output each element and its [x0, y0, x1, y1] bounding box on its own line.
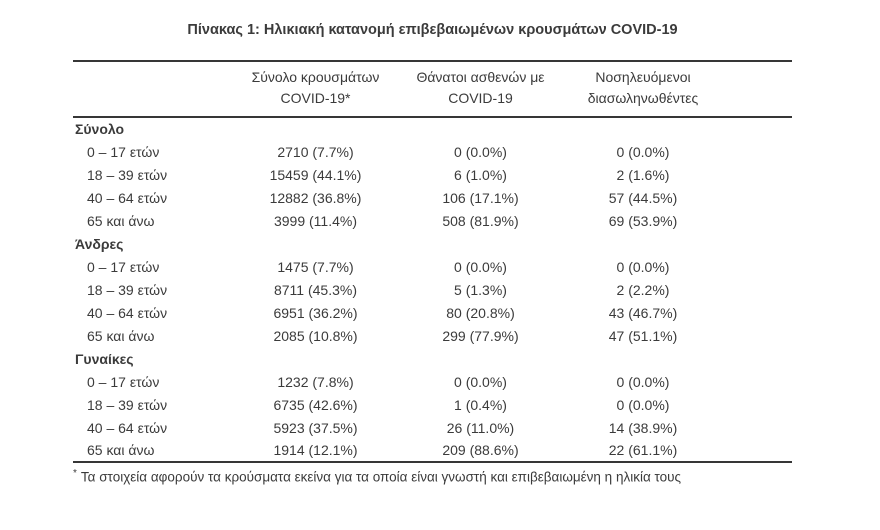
section-label-total: Σύνολο [75, 121, 125, 137]
section-row-women: Γυναίκες [73, 347, 792, 370]
intubated-cell: 2 (1.6%) [616, 166, 670, 183]
filler-cell [723, 140, 792, 163]
table-row: 0 – 17 ετών 1475 (7.7%) 0 (0.0%) 0 (0.0%… [73, 255, 792, 278]
table-row: 18 – 39 ετών 6735 (42.6%) 1 (0.4%) 0 (0.… [73, 393, 792, 416]
cases-cell: 1475 (7.7%) [277, 258, 354, 275]
intubated-cell: 43 (46.7%) [608, 304, 678, 321]
cases-cell: 6951 (36.2%) [273, 304, 358, 321]
age-group-label: 40 – 64 ετών [87, 189, 168, 206]
deaths-cell: 80 (20.8%) [446, 304, 515, 321]
covid-age-distribution-table: Σύνολο κρουσμάτων COVID-19* Θάνατοι ασθε… [73, 60, 792, 463]
deaths-cell: 1 (0.4%) [454, 396, 507, 413]
header-total-cases: Σύνολο κρουσμάτων COVID-19* [233, 61, 398, 118]
header-intubated-line2: διασωληνωθέντες [587, 90, 699, 106]
filler-cell [723, 186, 792, 209]
age-group-label: 40 – 64 ετών [87, 419, 168, 436]
age-group-label: 65 και άνω [87, 442, 155, 458]
table-row: 40 – 64 ετών 5923 (37.5%) 26 (11.0%) 14 … [73, 416, 792, 439]
intubated-cell: 57 (44.5%) [608, 189, 678, 206]
footnote: * Τα στοιχεία αφορούν τα κρούσματα εκείνα… [73, 468, 792, 485]
intubated-cell: 0 (0.0%) [616, 143, 670, 160]
table-row: 18 – 39 ετών 8711 (45.3%) 5 (1.3%) 2 (2.… [73, 278, 792, 301]
intubated-cell: 0 (0.0%) [616, 396, 670, 413]
filler-cell [723, 255, 792, 278]
table-row: 18 – 39 ετών 15459 (44.1%) 6 (1.0%) 2 (1… [73, 163, 792, 186]
deaths-cell: 299 (77.9%) [442, 327, 519, 344]
cases-cell: 15459 (44.1%) [269, 166, 362, 183]
header-intubated: Νοσηλευόμενοι διασωληνωθέντες [563, 61, 723, 118]
deaths-cell: 508 (81.9%) [442, 212, 519, 229]
table-row: 40 – 64 ετών 6951 (36.2%) 80 (20.8%) 43 … [73, 301, 792, 324]
intubated-cell: 22 (61.1%) [608, 442, 678, 458]
cases-cell: 1914 (12.1%) [273, 442, 358, 458]
filler-cell [723, 324, 792, 347]
age-group-label: 18 – 39 ετών [87, 281, 168, 298]
footnote-text: Τα στοιχεία αφορούν τα κρούσματα εκείνα … [80, 469, 682, 485]
age-group-label: 18 – 39 ετών [87, 396, 168, 413]
table-header: Σύνολο κρουσμάτων COVID-19* Θάνατοι ασθε… [73, 61, 792, 118]
header-filler-cell [723, 61, 792, 118]
header-deaths-line1: Θάνατοι ασθενών με [416, 69, 545, 85]
age-group-label: 0 – 17 ετών [87, 373, 160, 390]
table-row: 0 – 17 ετών 2710 (7.7%) 0 (0.0%) 0 (0.0%… [73, 140, 792, 163]
section-label-women: Γυναίκες [75, 350, 134, 367]
filler-cell [723, 209, 792, 232]
deaths-cell: 0 (0.0%) [454, 373, 507, 390]
intubated-cell: 14 (38.9%) [608, 419, 678, 436]
header-row: Σύνολο κρουσμάτων COVID-19* Θάνατοι ασθε… [73, 61, 792, 118]
deaths-cell: 209 (88.6%) [442, 442, 519, 458]
table-row: 65 και άνω 1914 (12.1%) 209 (88.6%) 22 (… [73, 439, 792, 462]
cases-cell: 3999 (11.4%) [273, 212, 357, 229]
age-group-label: 40 – 64 ετών [87, 304, 168, 321]
deaths-cell: 5 (1.3%) [454, 281, 507, 298]
intubated-cell: 69 (53.9%) [608, 212, 678, 229]
section-row-men: Άνδρες [73, 232, 792, 255]
section-label-men: Άνδρες [75, 235, 124, 252]
intubated-cell: 0 (0.0%) [616, 258, 670, 275]
deaths-cell: 106 (17.1%) [442, 189, 519, 206]
table-row: 65 και άνω 2085 (10.8%) 299 (77.9%) 47 (… [73, 324, 792, 347]
table-row: 0 – 17 ετών 1232 (7.8%) 0 (0.0%) 0 (0.0%… [73, 370, 792, 393]
table-title: Πίνακας 1: Ηλικιακή κατανομή επιβεβαιωμέ… [187, 22, 678, 38]
header-total-cases-line2: COVID-19* [280, 90, 351, 106]
footnote-asterisk: * [73, 468, 77, 479]
header-total-cases-line1: Σύνολο κρουσμάτων [251, 69, 380, 85]
header-deaths: Θάνατοι ασθενών με COVID-19 [398, 61, 563, 118]
deaths-cell: 26 (11.0%) [446, 419, 515, 436]
cases-cell: 5923 (37.5%) [273, 419, 358, 436]
section-row-total: Σύνολο [73, 117, 792, 140]
cases-cell: 12882 (36.8%) [269, 189, 362, 206]
deaths-cell: 6 (1.0%) [454, 166, 507, 183]
cases-cell: 6735 (42.6%) [273, 396, 358, 413]
table-body: Σύνολο 0 – 17 ετών 2710 (7.7%) 0 (0.0%) … [73, 117, 792, 462]
filler-cell [723, 439, 792, 462]
intubated-cell: 47 (51.1%) [608, 327, 678, 344]
filler-cell [723, 416, 792, 439]
intubated-cell: 2 (2.2%) [616, 281, 670, 298]
filler-cell [723, 370, 792, 393]
age-group-label: 65 και άνω [87, 327, 155, 344]
filler-cell [723, 163, 792, 186]
header-intubated-line1: Νοσηλευόμενοι [595, 69, 691, 85]
table-row: 65 και άνω 3999 (11.4%) 508 (81.9%) 69 (… [73, 209, 792, 232]
age-group-label: 0 – 17 ετών [87, 143, 160, 160]
table-row: 40 – 64 ετών 12882 (36.8%) 106 (17.1%) 5… [73, 186, 792, 209]
cases-cell: 1232 (7.8%) [277, 373, 354, 390]
cases-cell: 2085 (10.8%) [273, 327, 358, 344]
deaths-cell: 0 (0.0%) [454, 143, 507, 160]
header-deaths-line2: COVID-19 [448, 90, 513, 106]
header-empty-cell [73, 61, 233, 118]
intubated-cell: 0 (0.0%) [616, 373, 670, 390]
filler-cell [723, 301, 792, 324]
filler-cell [723, 393, 792, 416]
age-group-label: 18 – 39 ετών [87, 166, 168, 183]
age-group-label: 65 και άνω [87, 212, 155, 229]
cases-cell: 8711 (45.3%) [273, 281, 357, 298]
deaths-cell: 0 (0.0%) [454, 258, 507, 275]
cases-cell: 2710 (7.7%) [277, 143, 354, 160]
filler-cell [723, 278, 792, 301]
age-group-label: 0 – 17 ετών [87, 258, 160, 275]
